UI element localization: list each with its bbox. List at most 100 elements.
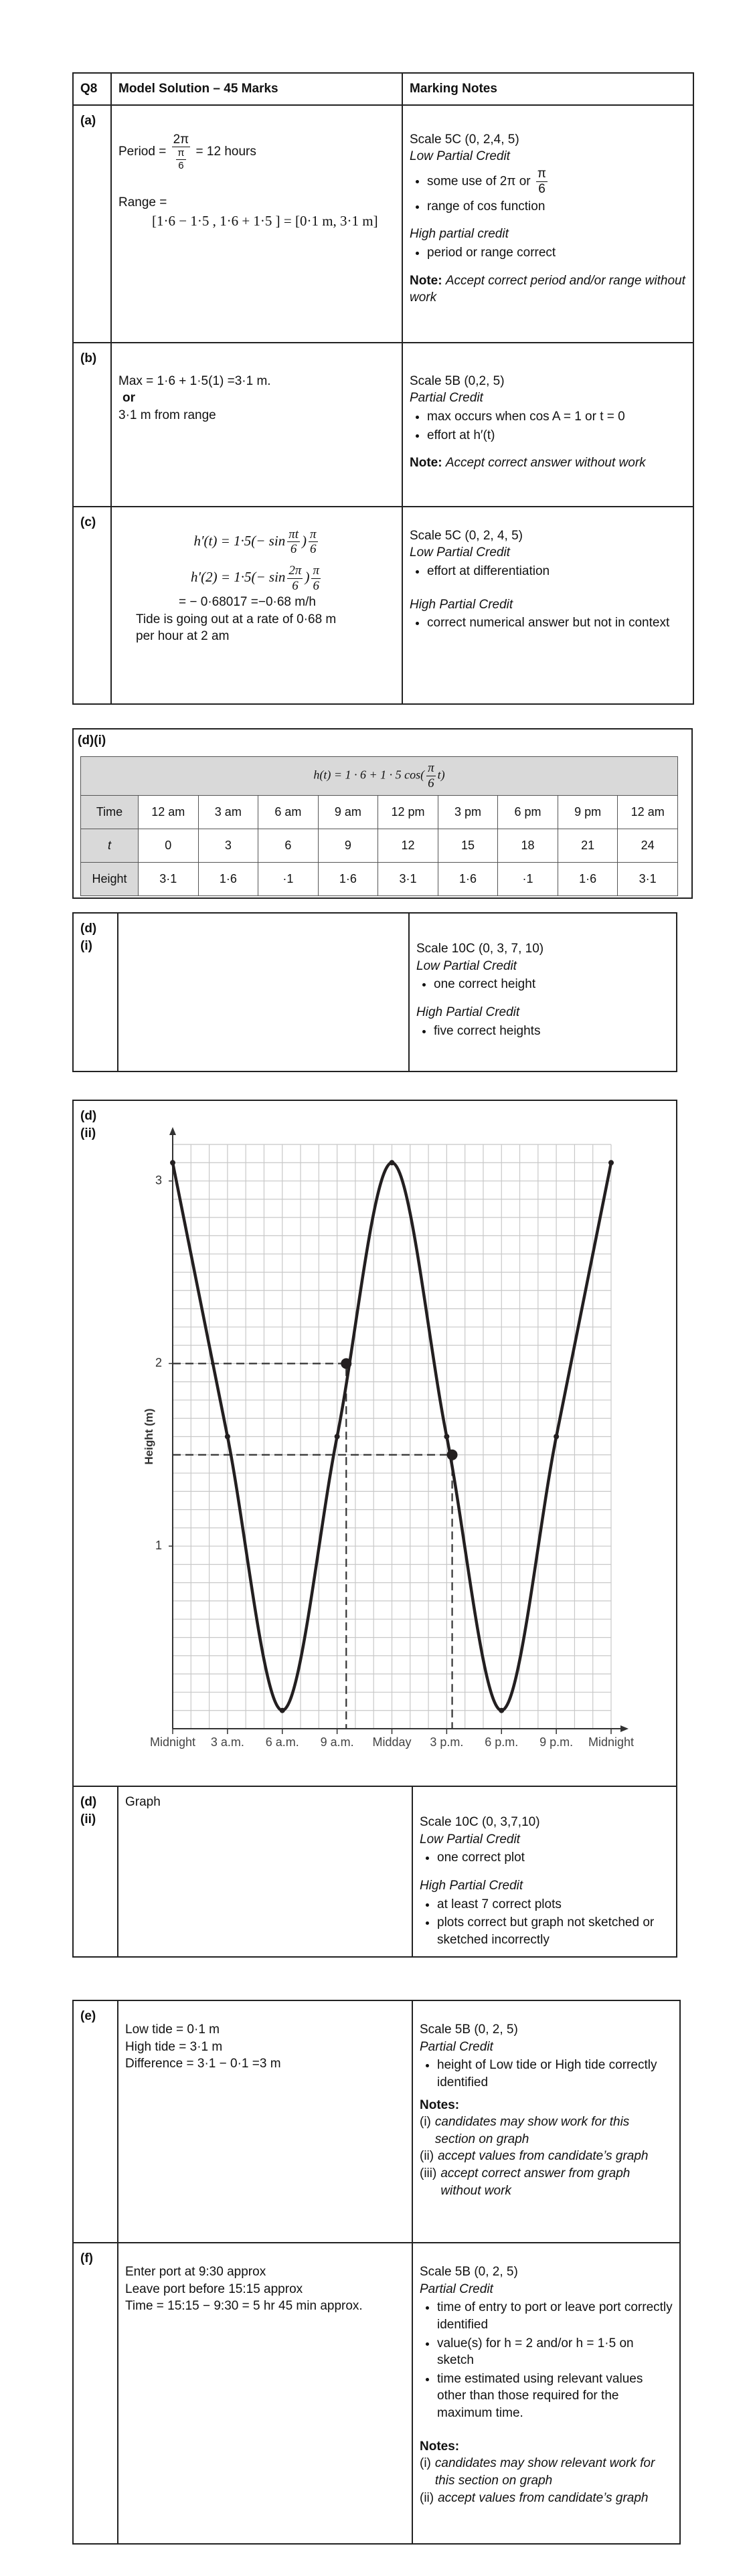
scale: Scale 5B (0, 2, 5)	[420, 2265, 518, 2279]
high-1: period or range correct	[427, 244, 686, 262]
td: Scale 5C (0, 2, 4, 5) Low Partial Credit …	[402, 505, 694, 705]
ul: max occurs when cos A = 1 or t = 0effort…	[410, 408, 686, 444]
table-cell: 24	[617, 829, 678, 863]
td: Max = 1·6 + 1·5(1) =3·1 m. or 3·1 m from r…	[110, 341, 403, 507]
label-2: (ii)	[80, 1812, 96, 1826]
data-point	[554, 1434, 560, 1440]
table-row: Time 12 am 3 am 6 am 9 am 12 pm 3 pm 6 pm 9 pm 12…	[80, 795, 678, 829]
solution-line: Leave port before 15:15 approx	[125, 2282, 303, 2296]
low-1: one correct height	[434, 976, 669, 993]
ul: height of Low tide or High tide correctl…	[420, 2057, 673, 2091]
td: (d) (i)	[72, 912, 118, 1072]
span: πt 6	[287, 527, 301, 557]
table-cell: 3 am	[197, 795, 259, 829]
y-tick-label: 3	[155, 1173, 162, 1187]
div	[118, 171, 395, 194]
high: High Partial Credit	[410, 597, 513, 612]
note: (i) candidates may show relevant work for…	[420, 2455, 673, 2489]
ul: some use of 2π or π6range of cos functio…	[410, 167, 686, 215]
ul: at least 7 correct plotsplots correct bu…	[420, 1896, 669, 1949]
line2: 3·1 m from range	[118, 408, 216, 422]
reading-line	[173, 1363, 347, 1729]
ul: period or range correct	[410, 244, 686, 262]
data-point	[389, 1160, 395, 1166]
td: Q8	[72, 72, 112, 106]
label-1: (d)	[80, 1795, 97, 1809]
reading-point	[446, 1449, 458, 1460]
high: High Partial Credit	[420, 1878, 523, 1893]
high-2: plots correct but graph not sketched or …	[437, 1914, 669, 1948]
reading-line	[173, 1454, 453, 1729]
row-b: (b) Max = 1·6 + 1·5(1) =3·1 m. or 3·1 m fr…	[72, 341, 694, 507]
y-tick-label: 2	[155, 1356, 162, 1369]
header-q: Q8	[80, 82, 98, 96]
q8-table: Q8 Model Solution – 45 Marks Marking Not…	[72, 72, 694, 705]
note-label: Note:	[410, 273, 442, 288]
div	[410, 216, 686, 226]
note-text: accept correct answer from graph without…	[440, 2166, 631, 2198]
data-point	[444, 1434, 450, 1440]
x-tick-label: 3 p.m.	[430, 1735, 463, 1749]
x-tick-label: Midnight	[588, 1735, 634, 1749]
d1-den2: 6	[310, 542, 317, 557]
low-1: some use of 2π or	[427, 174, 531, 189]
table-cell: 6 pm	[497, 795, 558, 829]
tbody: h(t) = 1 · 6 + 1 · 5 cos(π 6 t)	[80, 756, 678, 796]
td: (e)	[72, 2000, 118, 2243]
high: High partial credit	[410, 227, 509, 242]
table-cell: 6	[258, 829, 319, 863]
table-cell: 1·6	[437, 862, 499, 896]
note-text: candidates may show relevant work for th…	[434, 2456, 655, 2488]
label: (e)	[80, 2009, 96, 2023]
or: or	[122, 391, 135, 406]
note-text: candidates may show work for this sectio…	[434, 2115, 630, 2146]
note-number: (i)	[420, 2456, 431, 2471]
di-marking-table: (d) (i) Scale 10C (0, 3, 7, 10) Low Partia…	[72, 912, 677, 1072]
tbody: Time 12 am 3 am 6 am 9 am 12 pm 3 pm 6 pm 9 pm 12…	[80, 795, 678, 896]
d1-num2: π	[309, 527, 318, 543]
item-1: max occurs when cos A = 1 or t = 0	[427, 408, 686, 426]
table-cell: 3	[197, 829, 259, 863]
period-num: 2π	[171, 132, 191, 148]
credit-item: time estimated using relevant values oth…	[437, 2371, 673, 2422]
row-a: (a) Period = 2π π 6 = 12 hours Range = [1·…	[72, 104, 694, 343]
note: (ii) accept values from candidate’s graph	[420, 2148, 673, 2165]
table-cell: 3·1	[138, 862, 199, 896]
row-header: Time	[80, 795, 139, 829]
table-cell: 3 pm	[437, 795, 499, 829]
low: Low Partial Credit	[410, 149, 510, 164]
d2-close: )	[305, 569, 310, 586]
div: (d)(i)	[78, 734, 106, 748]
label-1: (d)	[80, 922, 97, 936]
di-table: h(t) = 1 · 6 + 1 · 5 cos(π 6 t) Time 12 am 3…	[80, 756, 678, 896]
solution-line: Low tide = 0·1 m	[125, 2023, 220, 2037]
ul: correct numerical answer but not in cont…	[410, 614, 686, 632]
data-point	[608, 1160, 614, 1166]
x-tick-label: 9 p.m.	[539, 1735, 573, 1749]
td: Model Solution – 45 Marks	[110, 72, 403, 106]
solution-line: High tide = 3·1 m	[125, 2039, 223, 2054]
x-tick-label: 3 a.m.	[211, 1735, 244, 1749]
header-notes: Marking Notes	[410, 82, 497, 96]
high-1: correct numerical answer but not in cont…	[427, 614, 686, 632]
table-cell: 9 pm	[557, 795, 618, 829]
row-header: Height	[80, 862, 139, 896]
span: 2π π 6	[171, 132, 191, 171]
x-axis-arrow	[620, 1725, 629, 1732]
high-1: at least 7 correct plots	[437, 1896, 669, 1913]
ul: effort at differentiation	[410, 563, 686, 580]
table-cell: 1·6	[557, 862, 618, 896]
table-cell: 12	[378, 829, 438, 863]
table-cell: 12 am	[138, 795, 199, 829]
context: Tide is going out at a rate of 0·68 m pe…	[136, 612, 337, 644]
note-number: (ii)	[420, 2149, 434, 2164]
scale: Scale 10C (0, 3,7,10)	[420, 1815, 540, 1829]
div	[416, 995, 669, 1004]
solution-line: Enter port at 9:30 approx	[125, 2265, 266, 2279]
td: Scale 10C (0, 3, 7, 10) Low Partial Credi…	[408, 912, 677, 1072]
td: Scale 5C (0, 2,4, 5) Low Partial Credit …	[402, 104, 694, 343]
ul: five correct heights	[416, 1023, 669, 1040]
table-cell: ·1	[497, 862, 558, 896]
